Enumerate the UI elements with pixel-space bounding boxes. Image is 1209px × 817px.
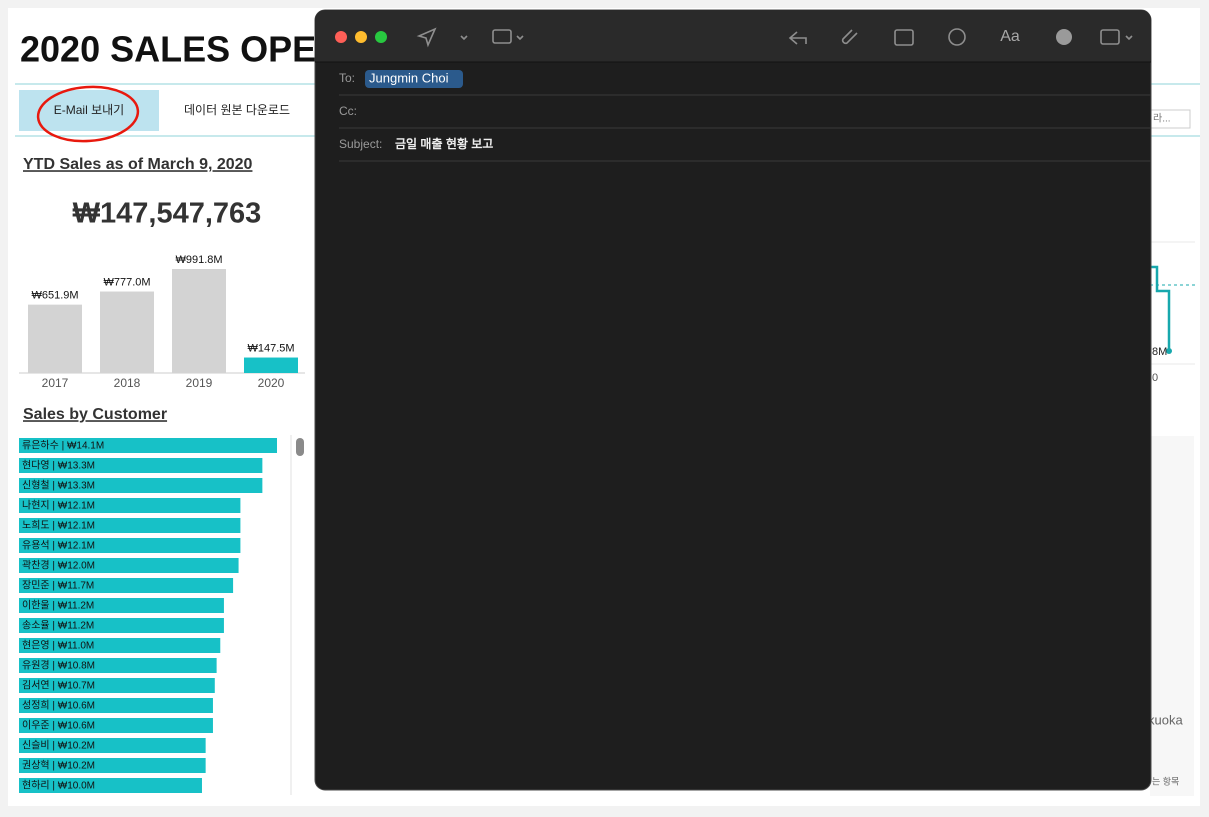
cc-label: Cc: bbox=[339, 104, 357, 118]
customer-label: 이우준 | ₩10.6M bbox=[22, 720, 95, 732]
font-button[interactable]: Aa bbox=[1000, 28, 1020, 45]
scroll-thumb[interactable] bbox=[296, 438, 304, 456]
customer-title: Sales by Customer bbox=[23, 406, 167, 423]
customer-bar bbox=[19, 478, 263, 493]
dropdown-icon[interactable] bbox=[516, 35, 524, 41]
customer-label: 신슬비 | ₩10.2M bbox=[22, 740, 95, 752]
year-label: 2018 bbox=[114, 376, 141, 390]
customer-label: 류은하수 | ₩14.1M bbox=[22, 439, 104, 452]
customer-label: 곽찬경 | ₩12.0M bbox=[22, 559, 95, 572]
mail-window bbox=[314, 9, 1152, 791]
customer-bar bbox=[19, 438, 277, 453]
search-hint: 라... bbox=[1153, 113, 1171, 125]
customer-label: 유용석 | ₩12.1M bbox=[22, 540, 95, 552]
fragment: 8M bbox=[1152, 346, 1167, 358]
customer-label: 나현지 | ₩12.1M bbox=[22, 500, 95, 512]
year-label: 2019 bbox=[186, 376, 213, 390]
format-icon[interactable] bbox=[948, 28, 966, 46]
subject[interactable]: 금일 매출 현황 보고 bbox=[395, 136, 493, 151]
customer-label: 송소율 | ₩11.2M bbox=[22, 620, 94, 632]
customer-bar bbox=[19, 458, 263, 473]
customer-label: 김서연 | ₩10.7M bbox=[22, 680, 95, 692]
to-label: To: bbox=[339, 71, 355, 85]
ytd-title: YTD Sales as of March 9, 2020 bbox=[23, 156, 253, 173]
ytd-value: ₩147,547,763 bbox=[73, 198, 262, 230]
customer-label: 현다영 | ₩13.3M bbox=[22, 460, 95, 472]
customer-bar bbox=[19, 638, 221, 653]
customer-label: 현은영 | ₩11.0M bbox=[22, 640, 94, 652]
annotation-circle bbox=[36, 85, 140, 143]
customer-bar bbox=[19, 778, 202, 793]
customer-bar bbox=[19, 558, 239, 573]
fragment: kuoka bbox=[1148, 712, 1183, 727]
year-value-label: ₩651.9M bbox=[31, 290, 78, 302]
customer-bar bbox=[19, 618, 224, 633]
trend-point bbox=[1166, 348, 1172, 354]
year-bar bbox=[244, 357, 298, 373]
header-icon[interactable] bbox=[492, 29, 512, 44]
customer-label: 성정희 | ₩10.6M bbox=[22, 700, 95, 712]
mail-toolbar bbox=[315, 10, 1151, 62]
download-button-label[interactable]: 데이터 원본 다운로드 bbox=[184, 103, 290, 117]
trend-line bbox=[1150, 265, 1171, 351]
customer-bar bbox=[19, 538, 241, 553]
customer-label: 이한울 | ₩11.2M bbox=[22, 600, 94, 612]
email-button[interactable] bbox=[19, 90, 159, 131]
customer-bar bbox=[19, 698, 213, 713]
email-button-label[interactable]: E-Mail 보내기 bbox=[54, 103, 124, 117]
year-bar bbox=[172, 269, 226, 373]
map-area bbox=[1150, 436, 1194, 796]
close-button[interactable] bbox=[335, 31, 347, 43]
customer-bar bbox=[19, 578, 234, 593]
emoji-icon[interactable] bbox=[1056, 29, 1072, 45]
customer-bar bbox=[19, 518, 241, 533]
customer-bar bbox=[19, 498, 241, 513]
markup-icon[interactable] bbox=[894, 29, 914, 46]
year-bar bbox=[28, 304, 82, 373]
recipient[interactable]: Jungmin Choi bbox=[369, 70, 449, 85]
fragment: 는 항목 bbox=[1152, 776, 1179, 786]
customer-bar bbox=[19, 738, 206, 753]
customer-bar bbox=[19, 658, 217, 673]
customer-label: 장민준 | ₩11.7M bbox=[22, 580, 94, 592]
recipient-chip[interactable] bbox=[365, 70, 463, 88]
customer-label: 노희도 | ₩12.1M bbox=[22, 520, 95, 532]
customer-label: 권상혁 | ₩10.2M bbox=[22, 760, 95, 772]
year-value-label: ₩991.8M bbox=[175, 254, 222, 266]
customer-label: 유원경 | ₩10.8M bbox=[22, 659, 95, 672]
photo-icon[interactable] bbox=[1100, 29, 1120, 45]
customer-bar bbox=[19, 678, 215, 693]
year-value-label: ₩777.0M bbox=[103, 276, 150, 288]
dropdown-icon[interactable] bbox=[460, 35, 468, 41]
customer-bar bbox=[19, 758, 206, 773]
customer-bar bbox=[19, 598, 224, 613]
charts: ₩651.9M 2017 ₩777.0M 2018 ₩991.8M 2019 ₩147.5M… bbox=[19, 254, 298, 793]
customer-bar bbox=[19, 718, 213, 733]
year-bar bbox=[100, 291, 154, 373]
year-label: 2020 bbox=[258, 376, 285, 390]
send-icon[interactable] bbox=[416, 27, 437, 48]
year-value-label: ₩147.5M bbox=[247, 342, 294, 354]
minimize-button[interactable] bbox=[355, 31, 367, 43]
year-label: 2017 bbox=[42, 376, 69, 390]
reply-icon[interactable] bbox=[788, 31, 807, 45]
fragment: 0 bbox=[1152, 372, 1158, 384]
attach-icon[interactable] bbox=[841, 29, 858, 45]
dropdown-icon[interactable] bbox=[1125, 35, 1133, 41]
customer-label: 신형철 | ₩13.3M bbox=[22, 480, 95, 492]
zoom-button[interactable] bbox=[375, 31, 387, 43]
dashboard-title: 2020 SALES OPE bbox=[20, 29, 316, 70]
subject-label: Subject: bbox=[339, 137, 382, 151]
customer-label: 현하리 | ₩10.0M bbox=[22, 779, 95, 792]
